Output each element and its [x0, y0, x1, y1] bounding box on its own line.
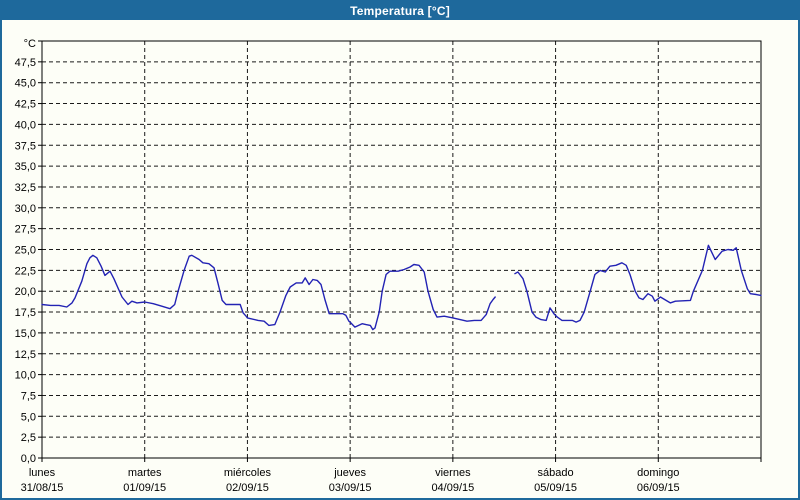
- y-tick-label: 42,5: [15, 99, 36, 111]
- y-tick-label: 35,0: [15, 161, 36, 173]
- y-tick-label: 20,0: [15, 286, 36, 298]
- x-day-name: domingo: [637, 467, 679, 479]
- x-day-date: 04/09/15: [431, 482, 474, 494]
- y-axis-labels: 0,0 2,5 5,0 7,5 10,0 12,5 15,0 17,5 20,0 22,5 25,0…: [15, 38, 36, 465]
- y-tick-label: 12,5: [15, 349, 36, 361]
- window-title: Temperatura [°C]: [350, 4, 450, 18]
- x-day-name: miércoles: [224, 467, 272, 479]
- x-axis-labels: lunes 31/08/15 martes 01/09/15 miércoles 02/0…: [21, 467, 680, 494]
- y-tick-label: 2,5: [21, 432, 36, 444]
- y-tick-label: 47,5: [15, 57, 36, 69]
- x-day-name: lunes: [29, 467, 56, 479]
- y-tick-label: 37,5: [15, 140, 36, 152]
- temperature-line-segment: [41, 254, 496, 331]
- gridlines: [42, 41, 761, 458]
- x-day-date: 02/09/15: [226, 482, 269, 494]
- y-tick-label: 45,0: [15, 78, 36, 90]
- y-tick-label: 25,0: [15, 245, 36, 257]
- y-tick-label: 27,5: [15, 224, 36, 236]
- y-axis-unit-label: °C: [24, 38, 36, 50]
- y-tick-label: 15,0: [15, 328, 36, 340]
- y-tick-label: 22,5: [15, 265, 36, 277]
- y-tick-label: 40,0: [15, 119, 36, 131]
- x-day-date: 06/09/15: [637, 482, 680, 494]
- x-day-name: jueves: [333, 467, 366, 479]
- y-tick-label: 30,0: [15, 203, 36, 215]
- axis-ticks: [38, 40, 762, 462]
- temperature-line-segment: [514, 244, 762, 323]
- window-title-bar: Temperatura [°C]: [2, 2, 798, 20]
- x-day-date: 03/09/15: [329, 482, 372, 494]
- y-tick-label: 17,5: [15, 307, 36, 319]
- x-day-date: 01/09/15: [123, 482, 166, 494]
- y-tick-label: 10,0: [15, 370, 36, 382]
- y-tick-label: 5,0: [21, 411, 36, 423]
- x-day-date: 31/08/15: [21, 482, 64, 494]
- x-day-name: viernes: [435, 467, 471, 479]
- x-day-date: 05/09/15: [534, 482, 577, 494]
- x-day-name: martes: [128, 467, 162, 479]
- y-tick-label: 0,0: [21, 453, 36, 465]
- y-tick-label: 32,5: [15, 182, 36, 194]
- y-tick-label: 7,5: [21, 390, 36, 402]
- x-day-name: sábado: [538, 467, 574, 479]
- temperature-series: [41, 244, 762, 331]
